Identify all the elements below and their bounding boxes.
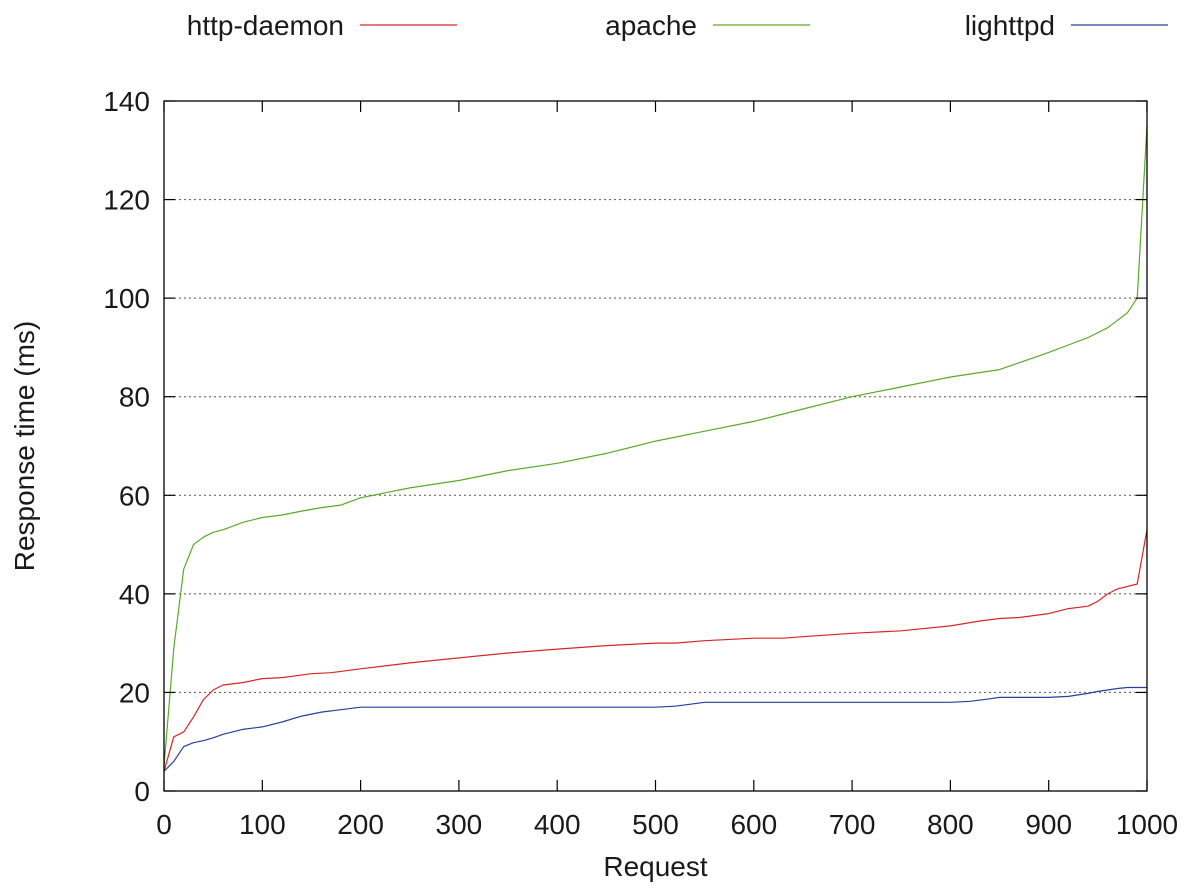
- x-tick-label: 400: [534, 809, 581, 840]
- legend-label-lighttpd: lighttpd: [965, 10, 1055, 41]
- x-tick-label: 200: [337, 809, 384, 840]
- y-tick-label: 100: [103, 283, 150, 314]
- y-tick-label: 20: [119, 677, 150, 708]
- legend: http-daemon apache lighttpd: [187, 10, 1168, 41]
- x-tick-label: 100: [239, 809, 286, 840]
- y-tick-label: 60: [119, 480, 150, 511]
- x-tick-label: 900: [1025, 809, 1072, 840]
- grid-lines: [164, 199, 1147, 693]
- series-line-lighttpd: [163, 686, 1147, 772]
- series-line-http-daemon: [163, 529, 1148, 772]
- y-tick-label: 80: [119, 382, 150, 413]
- x-tick-label: 1000: [1116, 809, 1178, 840]
- x-tick-label: 600: [730, 809, 777, 840]
- y-tick-label: 120: [103, 185, 150, 216]
- y-tick-label: 0: [134, 776, 150, 807]
- x-tick-label: 500: [632, 809, 679, 840]
- plot-frame: [163, 100, 1148, 792]
- legend-label-apache: apache: [605, 10, 697, 41]
- y-tick-label: 140: [103, 86, 150, 117]
- x-tick-label: 700: [829, 809, 876, 840]
- x-axis-label: Request: [603, 851, 708, 882]
- y-tick-label: 40: [119, 579, 150, 610]
- axis-ticks: 0 100 200 300 400 500 600 700 800 900 1000 0 20 40 60 8…: [103, 86, 1178, 840]
- x-tick-label: 300: [436, 809, 483, 840]
- y-axis-label: Response time (ms): [9, 321, 40, 572]
- x-tick-label: 800: [927, 809, 974, 840]
- legend-label-http-daemon: http-daemon: [187, 10, 344, 41]
- series-lines: [163, 125, 1148, 772]
- x-tick-label: 0: [156, 809, 172, 840]
- series-line-apache: [163, 125, 1148, 767]
